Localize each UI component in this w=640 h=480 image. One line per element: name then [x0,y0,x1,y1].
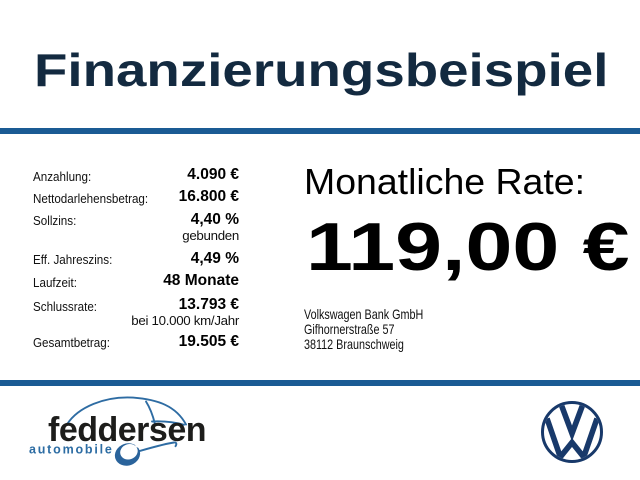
svg-text:automobile: automobile [29,443,114,457]
svg-text:feddersen: feddersen [48,411,206,449]
